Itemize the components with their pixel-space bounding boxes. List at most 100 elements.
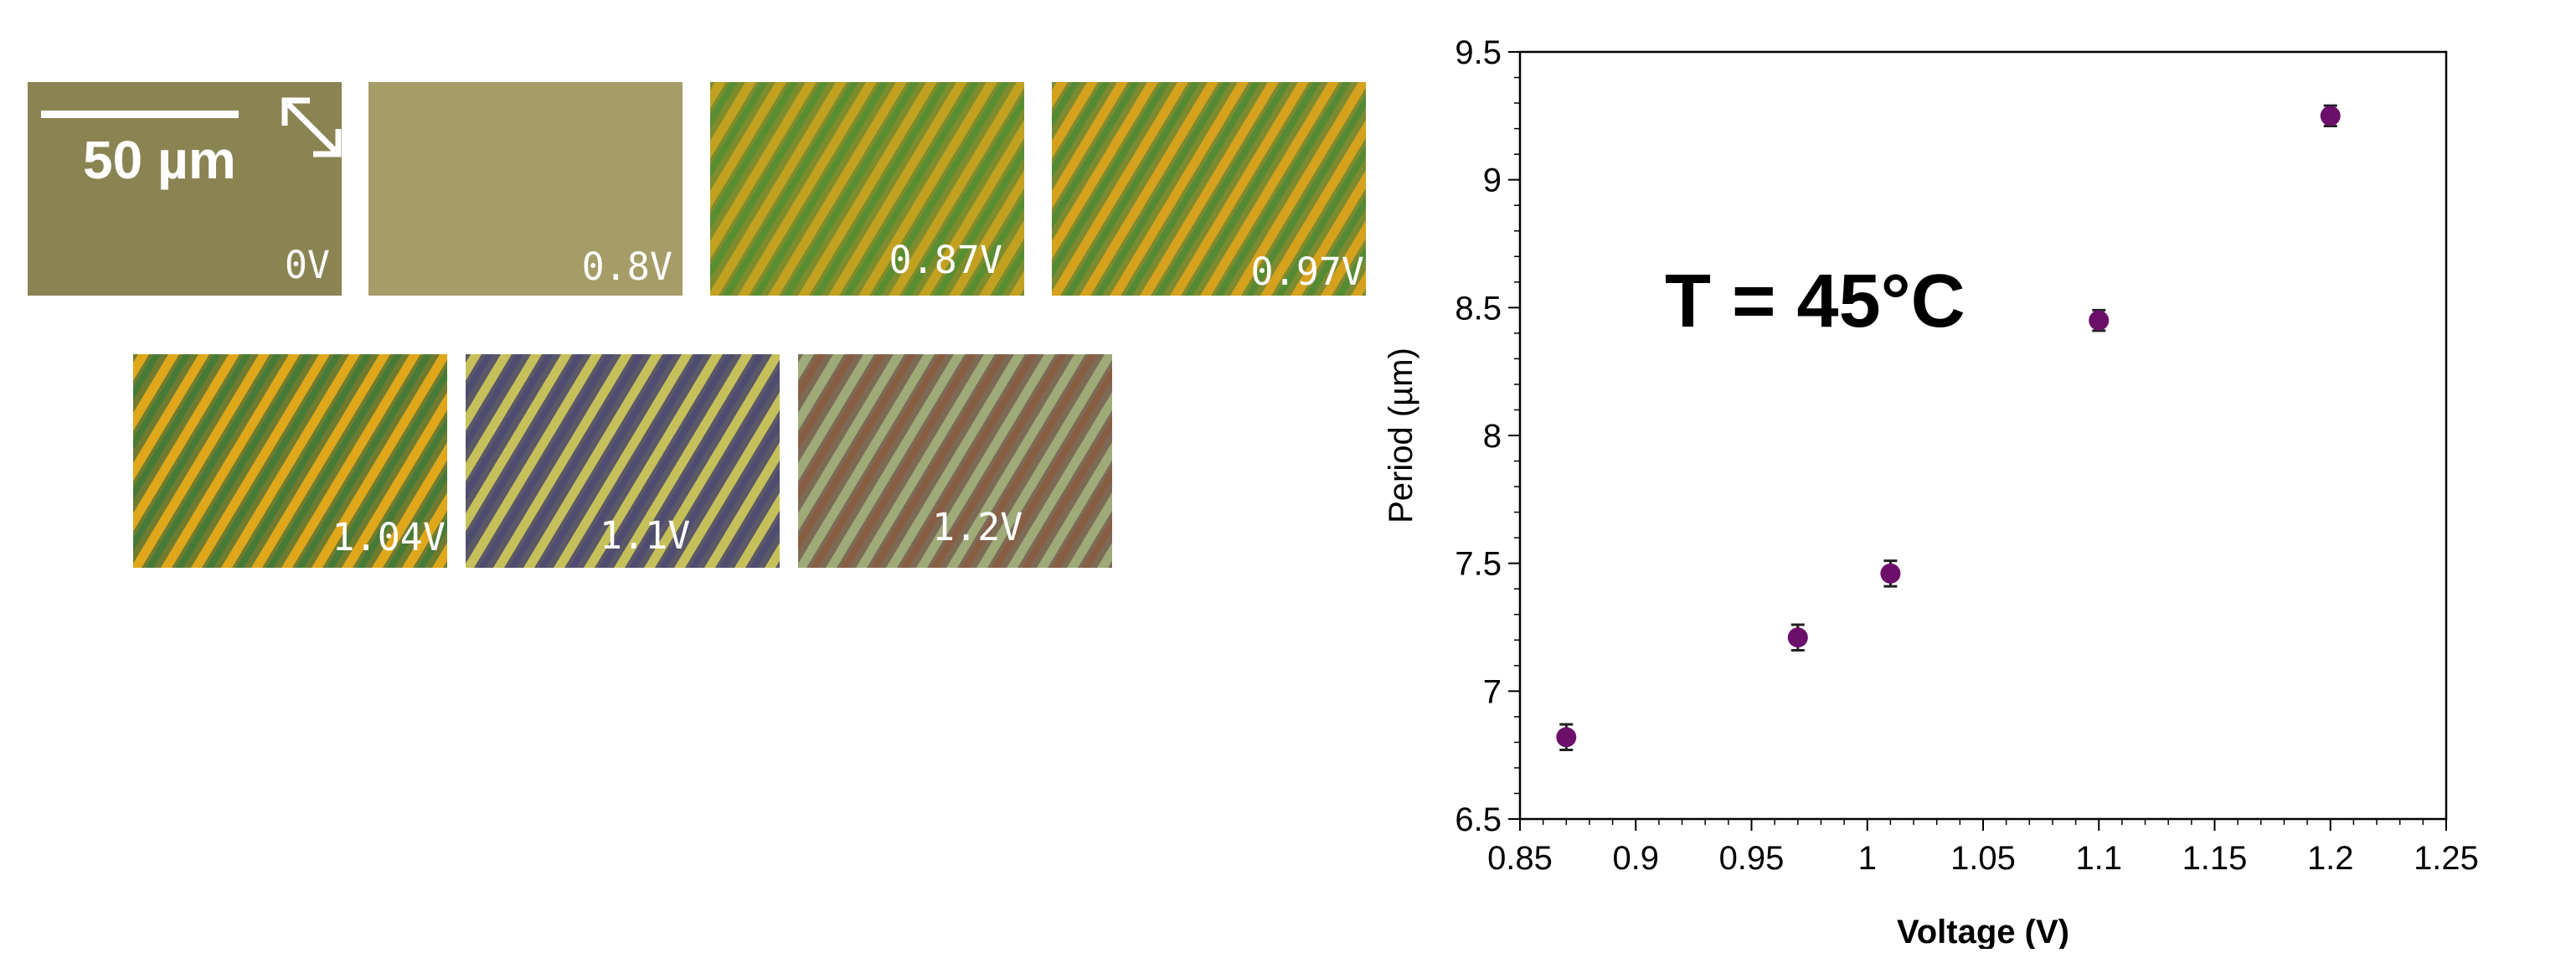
stripe-band (133, 354, 270, 568)
stripe-band (1155, 82, 1291, 296)
stripe-band (946, 354, 1085, 568)
micrograph-1.04v: 1.04V (133, 354, 447, 568)
stripe-band (710, 82, 726, 109)
y-tick-label: 9 (1483, 162, 1502, 199)
stripe-band (1095, 82, 1231, 296)
x-tick-label: 0.9 (1612, 840, 1659, 877)
stripe-band (919, 120, 1024, 296)
stripe-band (798, 354, 814, 381)
micrograph-0.87v: 0.87V (710, 82, 1024, 296)
stripe-band (146, 354, 282, 568)
period-vs-voltage-chart: 0.85 0.9 0.95 1 1.05 1.1 1.15 1.2 1.25 6.5 7 7.5 8 8… (1373, 0, 2576, 950)
stripe-band (841, 354, 977, 568)
stripe-band (478, 354, 615, 568)
stripe-band (738, 82, 877, 296)
stripe-band (1140, 82, 1279, 296)
y-tick-label: 7.5 (1455, 546, 1502, 583)
stripe-band (281, 354, 420, 568)
stripe-band (1170, 82, 1309, 296)
stripe-band (798, 354, 904, 532)
stripe-band (949, 170, 1024, 296)
scale-bar-label: 50 µm (83, 130, 236, 190)
stripe-band (750, 518, 780, 568)
stripe-band (1052, 467, 1112, 568)
stripe-band (466, 354, 585, 552)
voltage-label: 1.1V (600, 513, 691, 558)
chart-annotation: T = 45°C (1665, 260, 1965, 343)
stripe-band (798, 82, 937, 296)
stripe-band (886, 354, 1025, 568)
stripe-band (1245, 95, 1366, 296)
stripe-band (710, 82, 829, 280)
stripe-band (296, 354, 433, 568)
stripe-band (569, 354, 705, 568)
stripe-band (704, 442, 780, 568)
stripe-band (753, 82, 889, 296)
voltage-label: 1.04V (332, 515, 446, 559)
stripe-band (206, 354, 343, 568)
stripe-band (1215, 82, 1352, 296)
stripe-band (843, 82, 980, 296)
stripe-band (1037, 442, 1112, 568)
stripe-band (828, 82, 967, 296)
stripe-band (798, 354, 935, 568)
micrograph-image (710, 82, 1024, 296)
voltage-label: 0.8V (581, 245, 672, 289)
stripe-band (466, 354, 542, 482)
voltage-label: 0.97V (1250, 250, 1364, 294)
stripe-band (236, 354, 373, 568)
stripe-band (976, 354, 1112, 568)
micrograph-image (466, 354, 780, 568)
y-tick-label: 7 (1483, 673, 1502, 710)
stripe-band (934, 145, 1024, 296)
data-point (2089, 310, 2110, 331)
voltage-label: 0.87V (889, 238, 1002, 282)
stripe-band (901, 354, 1038, 568)
stripe-band (466, 354, 602, 568)
stripe-band (765, 543, 780, 568)
data-point (1880, 563, 1901, 584)
x-tick-label: 0.85 (1487, 840, 1553, 877)
x-tick-label: 0.95 (1719, 840, 1785, 877)
stripe-band (710, 82, 756, 159)
x-axis-title: Voltage (V) (1897, 914, 2069, 949)
stripe-band (1052, 82, 1188, 296)
stripe-band (904, 95, 1024, 296)
x-axis-ticks: 0.85 0.9 0.95 1 1.05 1.1 1.15 1.2 1.25 (1487, 819, 2479, 877)
micrograph-0.97v: 0.97V (1052, 82, 1366, 296)
stripe-band (798, 354, 874, 482)
stripe-band (538, 354, 675, 568)
x-tick-label: 1.25 (2414, 840, 2479, 877)
micrograph-image (1052, 82, 1366, 296)
data-point (2320, 106, 2341, 126)
stripe-band (783, 82, 920, 296)
stripe-band (964, 195, 1024, 296)
micrograph-image (368, 82, 683, 296)
y-tick-label: 8 (1483, 418, 1502, 455)
y-tick-label: 8.5 (1455, 290, 1502, 327)
stripe-band (710, 82, 786, 209)
micrograph-1.2v: 1.2V (798, 354, 1112, 568)
stripe-band (931, 354, 1068, 568)
stripe-band (644, 354, 780, 568)
stripe-band (417, 518, 447, 568)
micrograph-background (368, 82, 683, 296)
stripe-band (1200, 82, 1339, 296)
stripe-band (554, 354, 693, 568)
stripe-band (1230, 82, 1366, 296)
stripe-band (710, 82, 817, 260)
y-tick-label: 9.5 (1455, 34, 1502, 71)
micrograph-0v: 50 µm 0V (28, 82, 342, 296)
stripe-band (1022, 417, 1112, 568)
stripe-band (1052, 82, 1098, 159)
stripe-band (1052, 82, 1171, 280)
x-tick-label: 1.1 (2075, 840, 2122, 877)
stripe-band (798, 354, 917, 552)
plot-frame (1518, 50, 2448, 821)
stripe-band (599, 354, 735, 568)
stripe-band (1052, 82, 1158, 260)
stripe-band (251, 354, 390, 568)
stripe-band (1052, 82, 1128, 209)
micrograph-0.8v: 0.8V (368, 82, 683, 296)
micrograph-image (798, 354, 1112, 568)
